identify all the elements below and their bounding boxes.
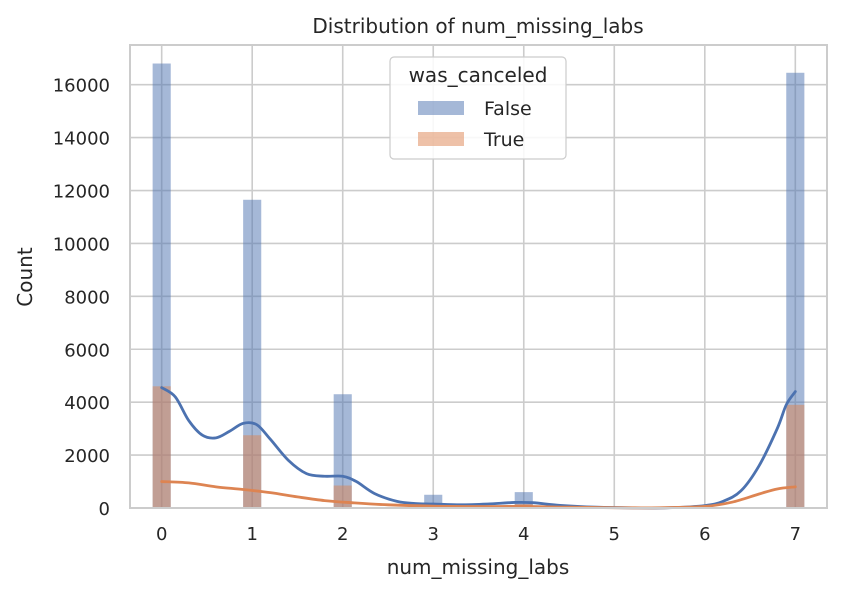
histogram-bar-true — [152, 386, 171, 508]
legend-swatch-false — [418, 101, 464, 115]
kde-line-true — [160, 480, 797, 510]
legend-label-false: False — [484, 98, 532, 120]
histogram-bar-true — [786, 404, 805, 508]
y-tick-label: 6000 — [64, 340, 110, 361]
y-tick-label: 2000 — [64, 446, 110, 467]
y-tick-label: 10000 — [53, 234, 110, 255]
x-tick-label: 5 — [609, 524, 620, 545]
y-tick-label: 12000 — [53, 182, 110, 203]
x-tick-label: 2 — [337, 524, 348, 545]
legend-swatch-true — [418, 132, 464, 146]
histogram-bar-true — [333, 485, 352, 508]
chart-title: Distribution of num_missing_labs — [312, 14, 643, 38]
x-tick-label: 0 — [156, 524, 167, 545]
y-tick-label: 0 — [99, 499, 110, 520]
y-tick-label: 14000 — [53, 129, 110, 150]
x-tick-label: 4 — [518, 524, 529, 545]
ticks-layer: 0 1 2 3 4 5 6 7 0 2000 4000 6000 8000 10000 12000 14000… — [53, 76, 801, 545]
y-tick-label: 16000 — [53, 76, 110, 97]
x-tick-label: 6 — [699, 524, 710, 545]
legend-label-true: True — [483, 129, 524, 151]
y-axis-label: Count — [13, 247, 37, 307]
histogram-bar-true — [243, 435, 262, 508]
legend: was_canceled False True — [389, 56, 567, 160]
histogram-bar-false — [333, 394, 352, 508]
y-tick-label: 8000 — [64, 287, 110, 308]
legend-title: was_canceled — [409, 63, 548, 87]
histogram-bar-false — [243, 199, 262, 508]
kde-layer — [160, 386, 797, 510]
kde-line-false — [160, 386, 797, 510]
y-tick-label: 4000 — [64, 393, 110, 414]
x-tick-label: 7 — [790, 524, 801, 545]
plot-frame — [129, 44, 828, 509]
x-axis-label: num_missing_labs — [387, 555, 570, 579]
x-tick-label: 1 — [246, 524, 257, 545]
x-tick-label: 3 — [428, 524, 439, 545]
